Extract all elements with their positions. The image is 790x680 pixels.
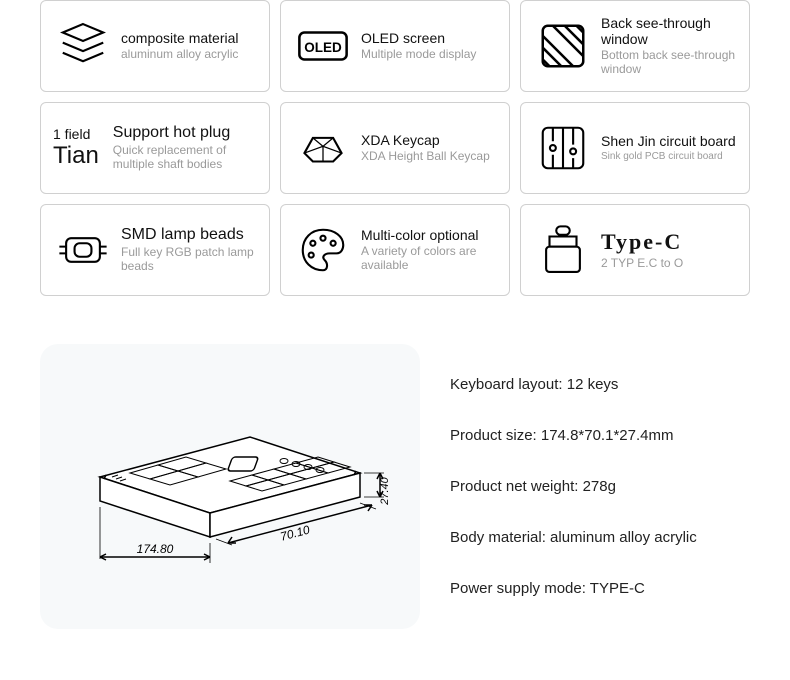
card-composite-material: composite material aluminum alloy acryli… [40, 0, 270, 92]
svg-text:OLED: OLED [304, 40, 342, 55]
dimension-drawing: 174.80 70.10 27.40 [40, 344, 420, 629]
card-sub: A variety of colors are available [361, 245, 497, 273]
card-sub: Sink gold PCB circuit board [601, 151, 737, 163]
feature-grid: composite material aluminum alloy acryli… [0, 0, 790, 296]
card-title: OLED screen [361, 30, 497, 46]
smd-icon [53, 220, 113, 280]
card-sub: 2 TYP E.C to O [601, 257, 737, 271]
card-title: XDA Keycap [361, 132, 497, 148]
tian-text: Tian [53, 142, 99, 170]
card-type-c: Type-C 2 TYP E.C to O [520, 204, 750, 296]
spec-list: Keyboard layout: 12 keys Product size: 1… [450, 344, 750, 629]
card-title: Type-C [601, 229, 737, 254]
window-icon [533, 16, 593, 76]
oled-icon: OLED [293, 16, 353, 76]
spec-size: Product size: 174.8*70.1*27.4mm [450, 427, 750, 444]
type-c-icon [533, 220, 593, 280]
card-sub: Multiple mode display [361, 48, 497, 62]
spec-power: Power supply mode: TYPE-C [450, 580, 750, 597]
card-title: Multi-color optional [361, 227, 497, 243]
card-sub: aluminum alloy acrylic [121, 48, 257, 62]
card-back-window: Back see-through window Bottom back see-… [520, 0, 750, 92]
field-text: 1 field [53, 126, 99, 142]
card-title: composite material [121, 30, 257, 46]
card-xda-keycap: XDA Keycap XDA Height Ball Keycap [280, 102, 510, 194]
svg-text:70.10: 70.10 [279, 522, 312, 543]
card-title: Support hot plug [113, 124, 257, 142]
palette-icon [293, 220, 353, 280]
spec-weight: Product net weight: 278g [450, 478, 750, 495]
card-oled: OLED OLED screen Multiple mode display [280, 0, 510, 92]
hot-plug-icon: 1 field Tian [53, 126, 99, 170]
keycap-icon [293, 118, 353, 178]
svg-text:27.40: 27.40 [379, 476, 391, 505]
card-hot-plug: 1 field Tian Support hot plug Quick repl… [40, 102, 270, 194]
card-multi-color: Multi-color optional A variety of colors… [280, 204, 510, 296]
card-circuit-board: Shen Jin circuit board Sink gold PCB cir… [520, 102, 750, 194]
card-sub: Bottom back see-through window [601, 49, 737, 77]
layers-icon [53, 16, 113, 76]
spec-layout: Keyboard layout: 12 keys [450, 376, 750, 393]
spec-material: Body material: aluminum alloy acrylic [450, 529, 750, 546]
svg-text:174.80: 174.80 [137, 542, 174, 556]
card-smd-lamp: SMD lamp beads Full key RGB patch lamp b… [40, 204, 270, 296]
card-title: Back see-through window [601, 15, 737, 47]
card-sub: Quick replacement of multiple shaft bodi… [113, 144, 257, 172]
card-title: Shen Jin circuit board [601, 133, 737, 149]
circuit-icon [533, 118, 593, 178]
spec-section: 174.80 70.10 27.40 Keyboard layout: 12 k… [0, 344, 790, 629]
card-sub: Full key RGB patch lamp beads [121, 246, 257, 274]
card-sub: XDA Height Ball Keycap [361, 150, 497, 164]
card-title: SMD lamp beads [121, 226, 257, 244]
